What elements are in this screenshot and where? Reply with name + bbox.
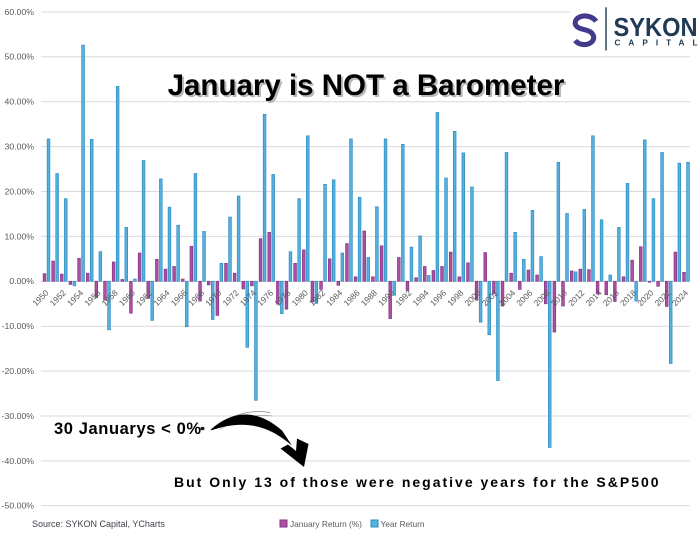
svg-text:SYKON: SYKON (614, 14, 698, 42)
svg-text:-30.00%: -30.00% (2, 411, 35, 421)
svg-text:January is NOT a Barometer: January is NOT a Barometer (168, 69, 565, 102)
svg-text:-10.00%: -10.00% (2, 321, 35, 331)
svg-text:20.00%: 20.00% (5, 186, 35, 196)
svg-text:Year Return: Year Return (381, 519, 425, 529)
svg-text:30 Januarys < 0%: 30 Januarys < 0% (54, 420, 202, 438)
svg-text:-50.00%: -50.00% (2, 501, 35, 511)
svg-text:40.00%: 40.00% (5, 97, 35, 107)
svg-text:10.00%: 10.00% (5, 231, 35, 241)
svg-text:50.00%: 50.00% (5, 52, 35, 62)
svg-text:0.00%: 0.00% (9, 276, 34, 286)
svg-text:January is NOT a Barometer: January is NOT a Barometer (170, 71, 567, 104)
svg-text:-20.00%: -20.00% (2, 366, 35, 376)
svg-text:January Return (%): January Return (%) (290, 519, 362, 529)
svg-text:But Only 13 of those were nega: But Only 13 of those were negative years… (174, 474, 661, 490)
svg-text:CAPITAL: CAPITAL (615, 39, 698, 48)
svg-text:Source: SYKON Capital, YCharts: Source: SYKON Capital, YCharts (32, 519, 165, 529)
svg-text:-40.00%: -40.00% (2, 456, 35, 466)
svg-text:60.00%: 60.00% (5, 7, 35, 17)
svg-text:30.00%: 30.00% (5, 142, 35, 152)
